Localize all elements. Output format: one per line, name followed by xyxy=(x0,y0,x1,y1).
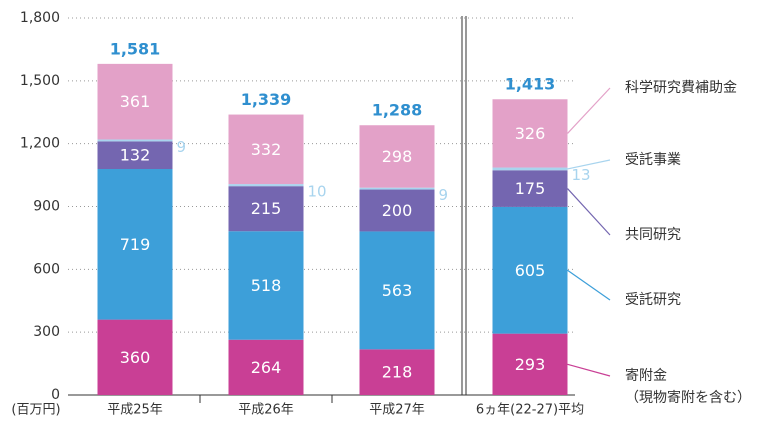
total-label: 1,413 xyxy=(505,75,556,94)
bar-segment xyxy=(359,349,435,395)
value-label: 215 xyxy=(251,199,282,218)
x-tick-label: 6ヵ年(22-27)平均 xyxy=(476,403,584,418)
leader-line xyxy=(567,269,611,301)
value-label: 132 xyxy=(120,146,151,165)
y-tick-label: 600 xyxy=(33,261,60,277)
value-label: 175 xyxy=(515,179,546,198)
bar-segment xyxy=(228,114,304,185)
bar-segment xyxy=(97,139,173,142)
value-label: 298 xyxy=(382,147,413,166)
bar-segment xyxy=(492,206,568,334)
legend-label: 寄附金 （現物寄附を含む） xyxy=(625,368,751,406)
x-tick-label: 平成26年 xyxy=(238,403,294,418)
value-label: 719 xyxy=(120,235,151,254)
x-tick-label: 平成27年 xyxy=(369,403,425,418)
bar-segment xyxy=(359,189,435,232)
x-tick-label: 平成25年 xyxy=(107,403,163,418)
bar-segment xyxy=(97,63,173,140)
value-label: 264 xyxy=(251,358,282,377)
value-label: 563 xyxy=(382,281,413,300)
leader-line xyxy=(567,188,611,236)
value-label: 326 xyxy=(515,124,546,143)
y-tick-label: 0 xyxy=(51,387,60,403)
bar-segment xyxy=(359,187,435,190)
legend-label: 受託研究 xyxy=(625,292,681,308)
leader-line xyxy=(567,363,611,377)
total-label: 1,581 xyxy=(110,39,161,58)
value-label: 9 xyxy=(439,186,449,204)
leader-line xyxy=(567,87,611,134)
bar-segment xyxy=(359,231,435,350)
bar-segment xyxy=(97,319,173,395)
value-label: 360 xyxy=(120,348,151,367)
legend-label: 共同研究 xyxy=(625,227,681,243)
bar-segment xyxy=(492,170,568,207)
total-label: 1,339 xyxy=(241,90,292,109)
bar-segment xyxy=(97,141,173,170)
value-label: 13 xyxy=(572,166,591,184)
bar-segment xyxy=(492,167,568,171)
value-label: 332 xyxy=(251,140,282,159)
value-label: 361 xyxy=(120,92,151,111)
unit-label: (百万円) xyxy=(11,403,60,418)
y-tick-label: 300 xyxy=(33,324,60,340)
leader-line xyxy=(567,159,611,170)
y-tick-label: 1,800 xyxy=(20,10,60,26)
value-label: 293 xyxy=(515,355,546,374)
bar-segment xyxy=(359,125,435,188)
bar-segment xyxy=(228,231,304,340)
bar-segment xyxy=(492,99,568,168)
y-tick-label: 1,200 xyxy=(20,136,60,152)
bar-segment xyxy=(97,169,173,320)
bar-segment xyxy=(228,184,304,187)
value-label: 9 xyxy=(177,138,187,156)
y-tick-label: 900 xyxy=(33,199,60,215)
value-label: 218 xyxy=(382,363,413,382)
legend-label: 受託事業 xyxy=(625,152,681,168)
value-label: 605 xyxy=(515,261,546,280)
bar-segment xyxy=(492,333,568,395)
legend-label: 科学研究費補助金 xyxy=(625,80,737,96)
total-label: 1,288 xyxy=(372,101,423,120)
value-label: 518 xyxy=(251,276,282,295)
value-label: 200 xyxy=(382,201,413,220)
bar-segment xyxy=(228,186,304,232)
value-label: 10 xyxy=(308,183,327,201)
bar-segment xyxy=(228,339,304,395)
y-tick-label: 1,500 xyxy=(20,73,60,89)
